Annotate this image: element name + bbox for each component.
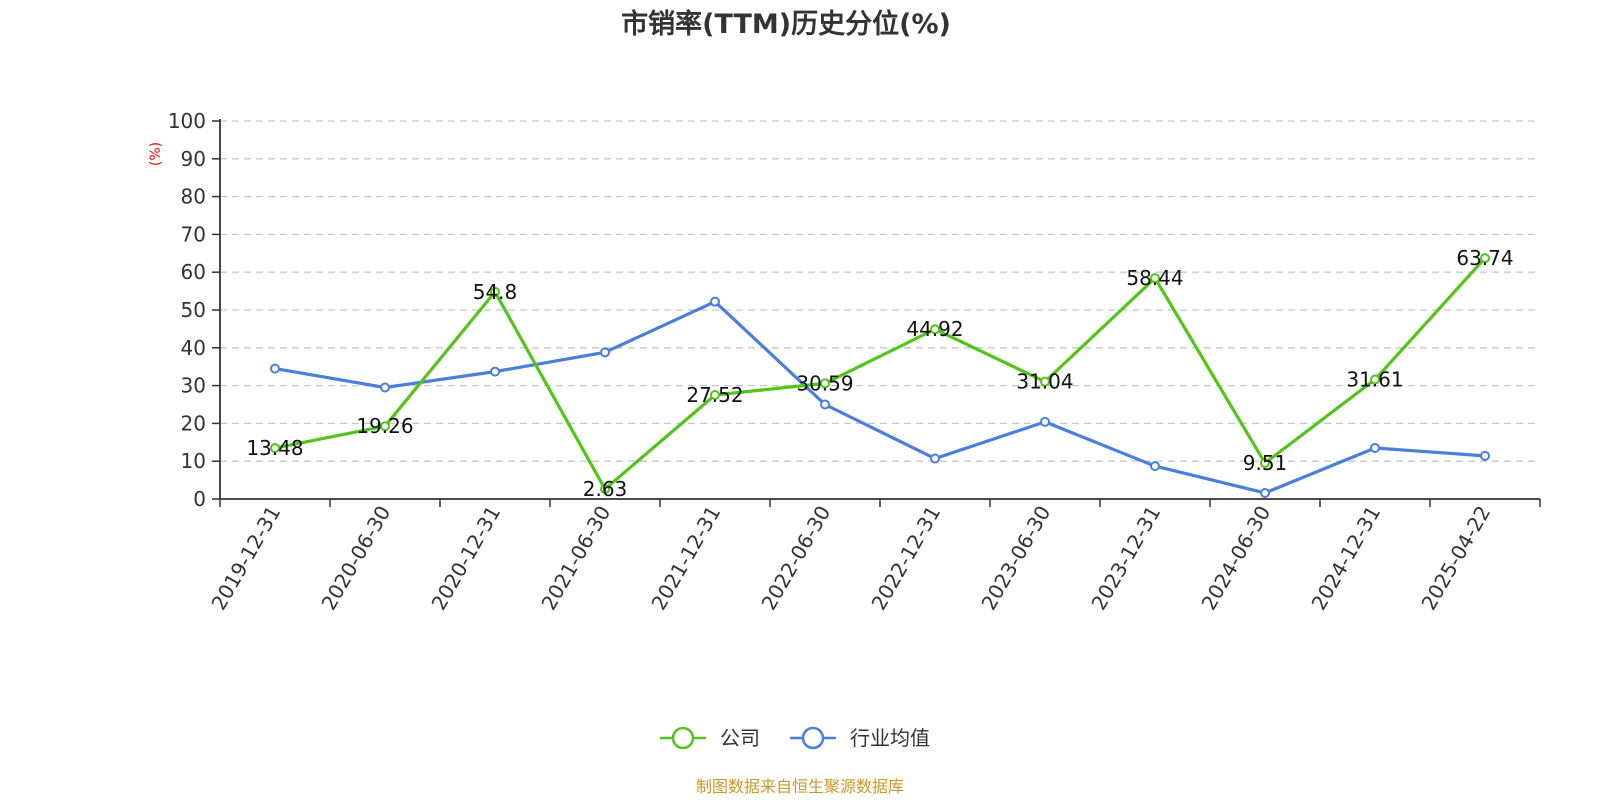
series-0-point[interactable] [1480, 253, 1490, 264]
data-label: 54.8 [473, 280, 518, 304]
series-1-point[interactable] [710, 296, 720, 307]
x-tick-label: 2024-12-31 [1306, 502, 1385, 615]
series-1-point[interactable] [270, 363, 280, 374]
series-1-point[interactable] [600, 347, 610, 358]
data-label: 27.52 [686, 383, 743, 407]
x-tick-label: 2025-04-22 [1416, 502, 1495, 615]
y-tick-label: 40 [181, 336, 206, 360]
data-label: 31.04 [1016, 370, 1073, 394]
data-label: 9.51 [1243, 451, 1288, 475]
series-1-point[interactable] [1370, 442, 1380, 453]
series-0-point[interactable] [270, 443, 280, 454]
legend-company-label: 公司 [720, 726, 760, 750]
x-tick-label: 2020-12-31 [426, 502, 505, 615]
series-1-point[interactable] [490, 366, 500, 377]
series-1-point[interactable] [820, 399, 830, 410]
series-1-point[interactable] [380, 382, 390, 393]
x-tick-label: 2022-12-31 [866, 502, 945, 615]
x-tick-label: 2023-06-30 [976, 502, 1055, 615]
x-tick-label: 2022-06-30 [756, 502, 835, 615]
series-layer [270, 253, 1490, 498]
x-tick-label: 2023-12-31 [1086, 502, 1165, 615]
series-0-point[interactable] [710, 389, 720, 400]
data-label: 19.26 [356, 414, 413, 438]
y-tick-label: 30 [181, 374, 206, 398]
y-tick-label: 70 [181, 222, 206, 246]
series-0-point[interactable] [820, 378, 830, 389]
x-tick-label: 2020-06-30 [316, 502, 395, 615]
series-0-point[interactable] [380, 421, 390, 432]
legend-item-company[interactable]: 公司 [660, 726, 760, 750]
data-label-layer: 13.48 19.26 54.8 2.63 27.52 30.59 44.92 31.04 58… [246, 246, 1513, 501]
y-tick-label: 80 [181, 185, 206, 209]
data-label: 58.44 [1126, 266, 1183, 290]
data-label: 31.61 [1346, 368, 1403, 392]
series-1-point[interactable] [1040, 416, 1050, 427]
legend-item-industry-average[interactable]: 行业均值 [790, 726, 930, 750]
series-0-point[interactable] [1260, 458, 1270, 469]
y-tick-label: 60 [181, 260, 206, 284]
x-tick-label: 2024-06-30 [1196, 502, 1275, 615]
y-tick-label: 20 [181, 411, 206, 435]
y-axis-unit-label: (%) [148, 142, 164, 166]
series-0-point[interactable] [1150, 273, 1160, 284]
y-tick-label: 90 [181, 147, 206, 171]
x-tick-label: 2019-12-31 [206, 502, 285, 615]
y-tick-label: 100 [168, 109, 206, 133]
series-0-point[interactable] [1370, 374, 1380, 385]
chart-title: 市销率(TTM)历史分位(%) [621, 8, 951, 40]
series-line-1 [273, 300, 1487, 495]
data-label: 63.74 [1456, 246, 1513, 270]
legend-company-marker [671, 726, 695, 750]
series-line-0 [273, 256, 1487, 491]
series-1-point[interactable] [1150, 461, 1160, 472]
x-tick-label: 2021-06-30 [536, 502, 615, 615]
y-tick-label: 0 [193, 487, 206, 511]
data-label: 44.92 [906, 317, 963, 341]
data-label: 30.59 [796, 371, 853, 395]
y-tick-label: 10 [181, 449, 206, 473]
data-label: 13.48 [246, 436, 303, 460]
legend[interactable]: 公司 行业均值 [660, 726, 930, 750]
series-1-point[interactable] [1260, 487, 1270, 498]
series-0-point[interactable] [1040, 376, 1050, 387]
series-0-point[interactable] [490, 286, 500, 297]
series-0-point[interactable] [930, 324, 940, 335]
grid-layer [220, 120, 1540, 462]
series-1-point[interactable] [930, 453, 940, 464]
data-label: 2.63 [583, 477, 628, 501]
legend-industry-average-label: 行业均值 [850, 726, 930, 750]
x-tick-label: 2021-12-31 [646, 502, 725, 615]
series-0-point[interactable] [600, 484, 610, 495]
y-tick-label: 50 [181, 298, 206, 322]
data-source-note: 制图数据来自恒生聚源数据库 [696, 777, 904, 796]
axes-layer: 0 10 20 30 40 50 60 70 80 90 100 2019-12-31 2020-06-… [168, 109, 1541, 615]
series-1-point[interactable] [1480, 450, 1490, 461]
legend-industry-average-marker [801, 726, 825, 750]
